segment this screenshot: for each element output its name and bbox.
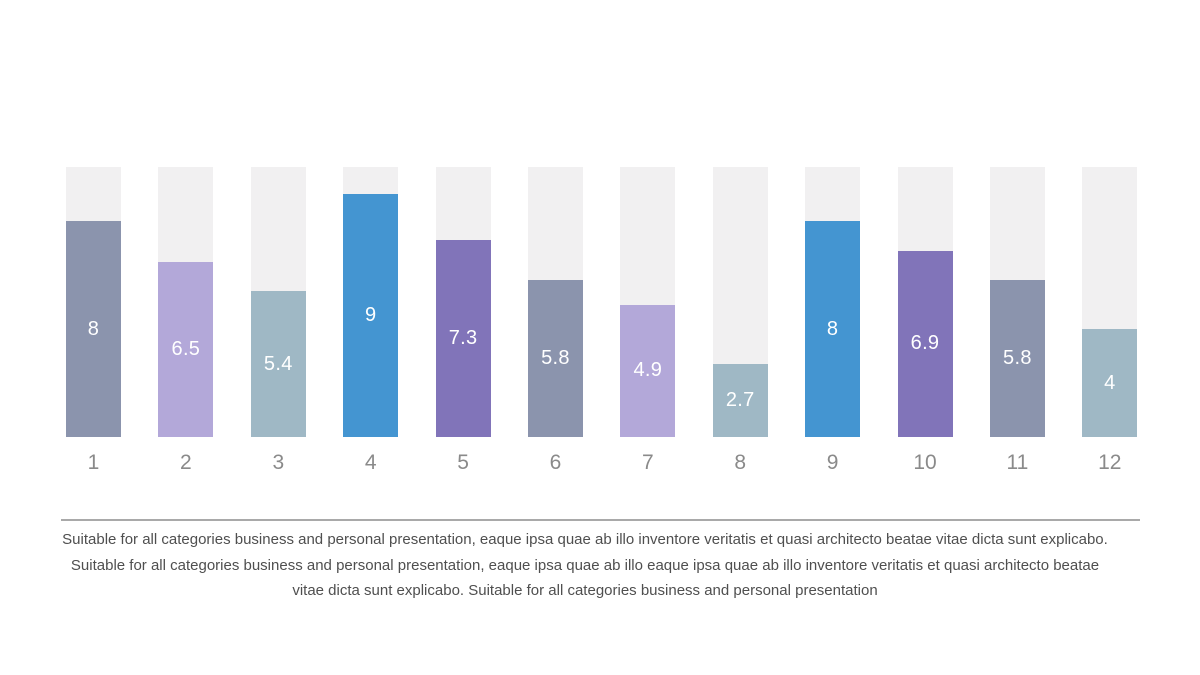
- category-label: 9: [826, 451, 839, 474]
- bar-track: 4: [1082, 167, 1138, 437]
- bar-track: 6.5: [158, 167, 214, 437]
- bar-fill: 7.3: [435, 239, 491, 437]
- bar-track: 5.8: [527, 167, 583, 437]
- bar-column: 5.8 6: [527, 167, 583, 475]
- category-label: 3: [272, 451, 285, 474]
- category-label: 5: [457, 451, 469, 474]
- bar-column: 6.9 10: [897, 167, 953, 475]
- bar-track: 9: [343, 167, 399, 437]
- bar-track: 8: [805, 167, 861, 437]
- bar-column: 2.7 8: [712, 167, 768, 475]
- bar-fill: 5.8: [989, 280, 1045, 437]
- bar-value-label: 5.8: [541, 347, 570, 370]
- bar-fill: 5.8: [527, 280, 583, 437]
- bar-value-label: 2.7: [725, 389, 755, 412]
- category-label: 4: [364, 451, 377, 474]
- bar-value-label: 5.4: [263, 352, 293, 375]
- bar-fill: 8: [66, 221, 121, 437]
- bar-fill: 6.5: [158, 261, 214, 437]
- category-label: 2: [180, 451, 192, 474]
- footer-line-1: Suitable for all categories business and…: [62, 531, 1108, 548]
- bar-value-label: 8: [826, 317, 839, 340]
- bar-value-label: 6.5: [171, 337, 201, 360]
- bar-column: 4.9 7: [620, 167, 676, 475]
- bar-value-label: 7.3: [448, 326, 478, 349]
- bar-fill: 6.9: [897, 250, 953, 437]
- bar-column: 5.4 3: [250, 167, 306, 475]
- bar-fill: 8: [805, 221, 861, 437]
- bar-value-label: 4: [1104, 371, 1116, 394]
- bar-column: 7.3 5: [435, 167, 491, 475]
- bar-fill: 2.7: [712, 364, 768, 437]
- bar-column: 5.8 11: [989, 167, 1045, 475]
- bar-fill: 4.9: [620, 304, 676, 437]
- bar-column: 4 12: [1082, 167, 1138, 475]
- bar-track: 4.9: [620, 167, 676, 437]
- footer-text: Suitable for all categories business and…: [0, 527, 1170, 604]
- bar-chart: 8 1 6.5 2 5.4 3 9 4 7.3 5 5.8 6 4.9 7 2.7 8 8 9 6.9 10 5.8 11…: [66, 167, 1138, 475]
- category-label: 12: [1098, 451, 1122, 474]
- category-label: 7: [642, 451, 654, 474]
- bar-column: 6.5 2: [158, 167, 214, 475]
- bar-fill: 9: [343, 194, 399, 437]
- bar-track: 8: [66, 167, 121, 437]
- bar-track: 7.3: [435, 167, 491, 437]
- bar-track: 5.8: [989, 167, 1045, 437]
- footer-line-2: Suitable for all categories business and…: [70, 556, 1100, 574]
- bar-track: 5.4: [250, 167, 306, 437]
- bar-fill: 5.4: [250, 291, 306, 437]
- bar-value-label: 9: [364, 304, 377, 326]
- bar-value-label: 6.9: [910, 332, 940, 355]
- category-label: 8: [734, 451, 747, 474]
- category-label: 1: [87, 451, 100, 474]
- footer-line-3: vitae dicta sunt explicabo. Suitable for…: [292, 582, 878, 600]
- category-label: 11: [1006, 451, 1029, 474]
- bar-fill: 4: [1082, 329, 1138, 437]
- bar-track: 2.7: [712, 167, 768, 437]
- bar-value-label: 5.8: [1003, 347, 1032, 370]
- bar-value-label: 4.9: [633, 359, 663, 382]
- footer-divider: [61, 519, 1140, 521]
- bar-value-label: 8: [87, 317, 100, 340]
- bar-track: 6.9: [897, 167, 953, 437]
- category-label: 6: [549, 451, 562, 474]
- category-label: 10: [913, 451, 937, 474]
